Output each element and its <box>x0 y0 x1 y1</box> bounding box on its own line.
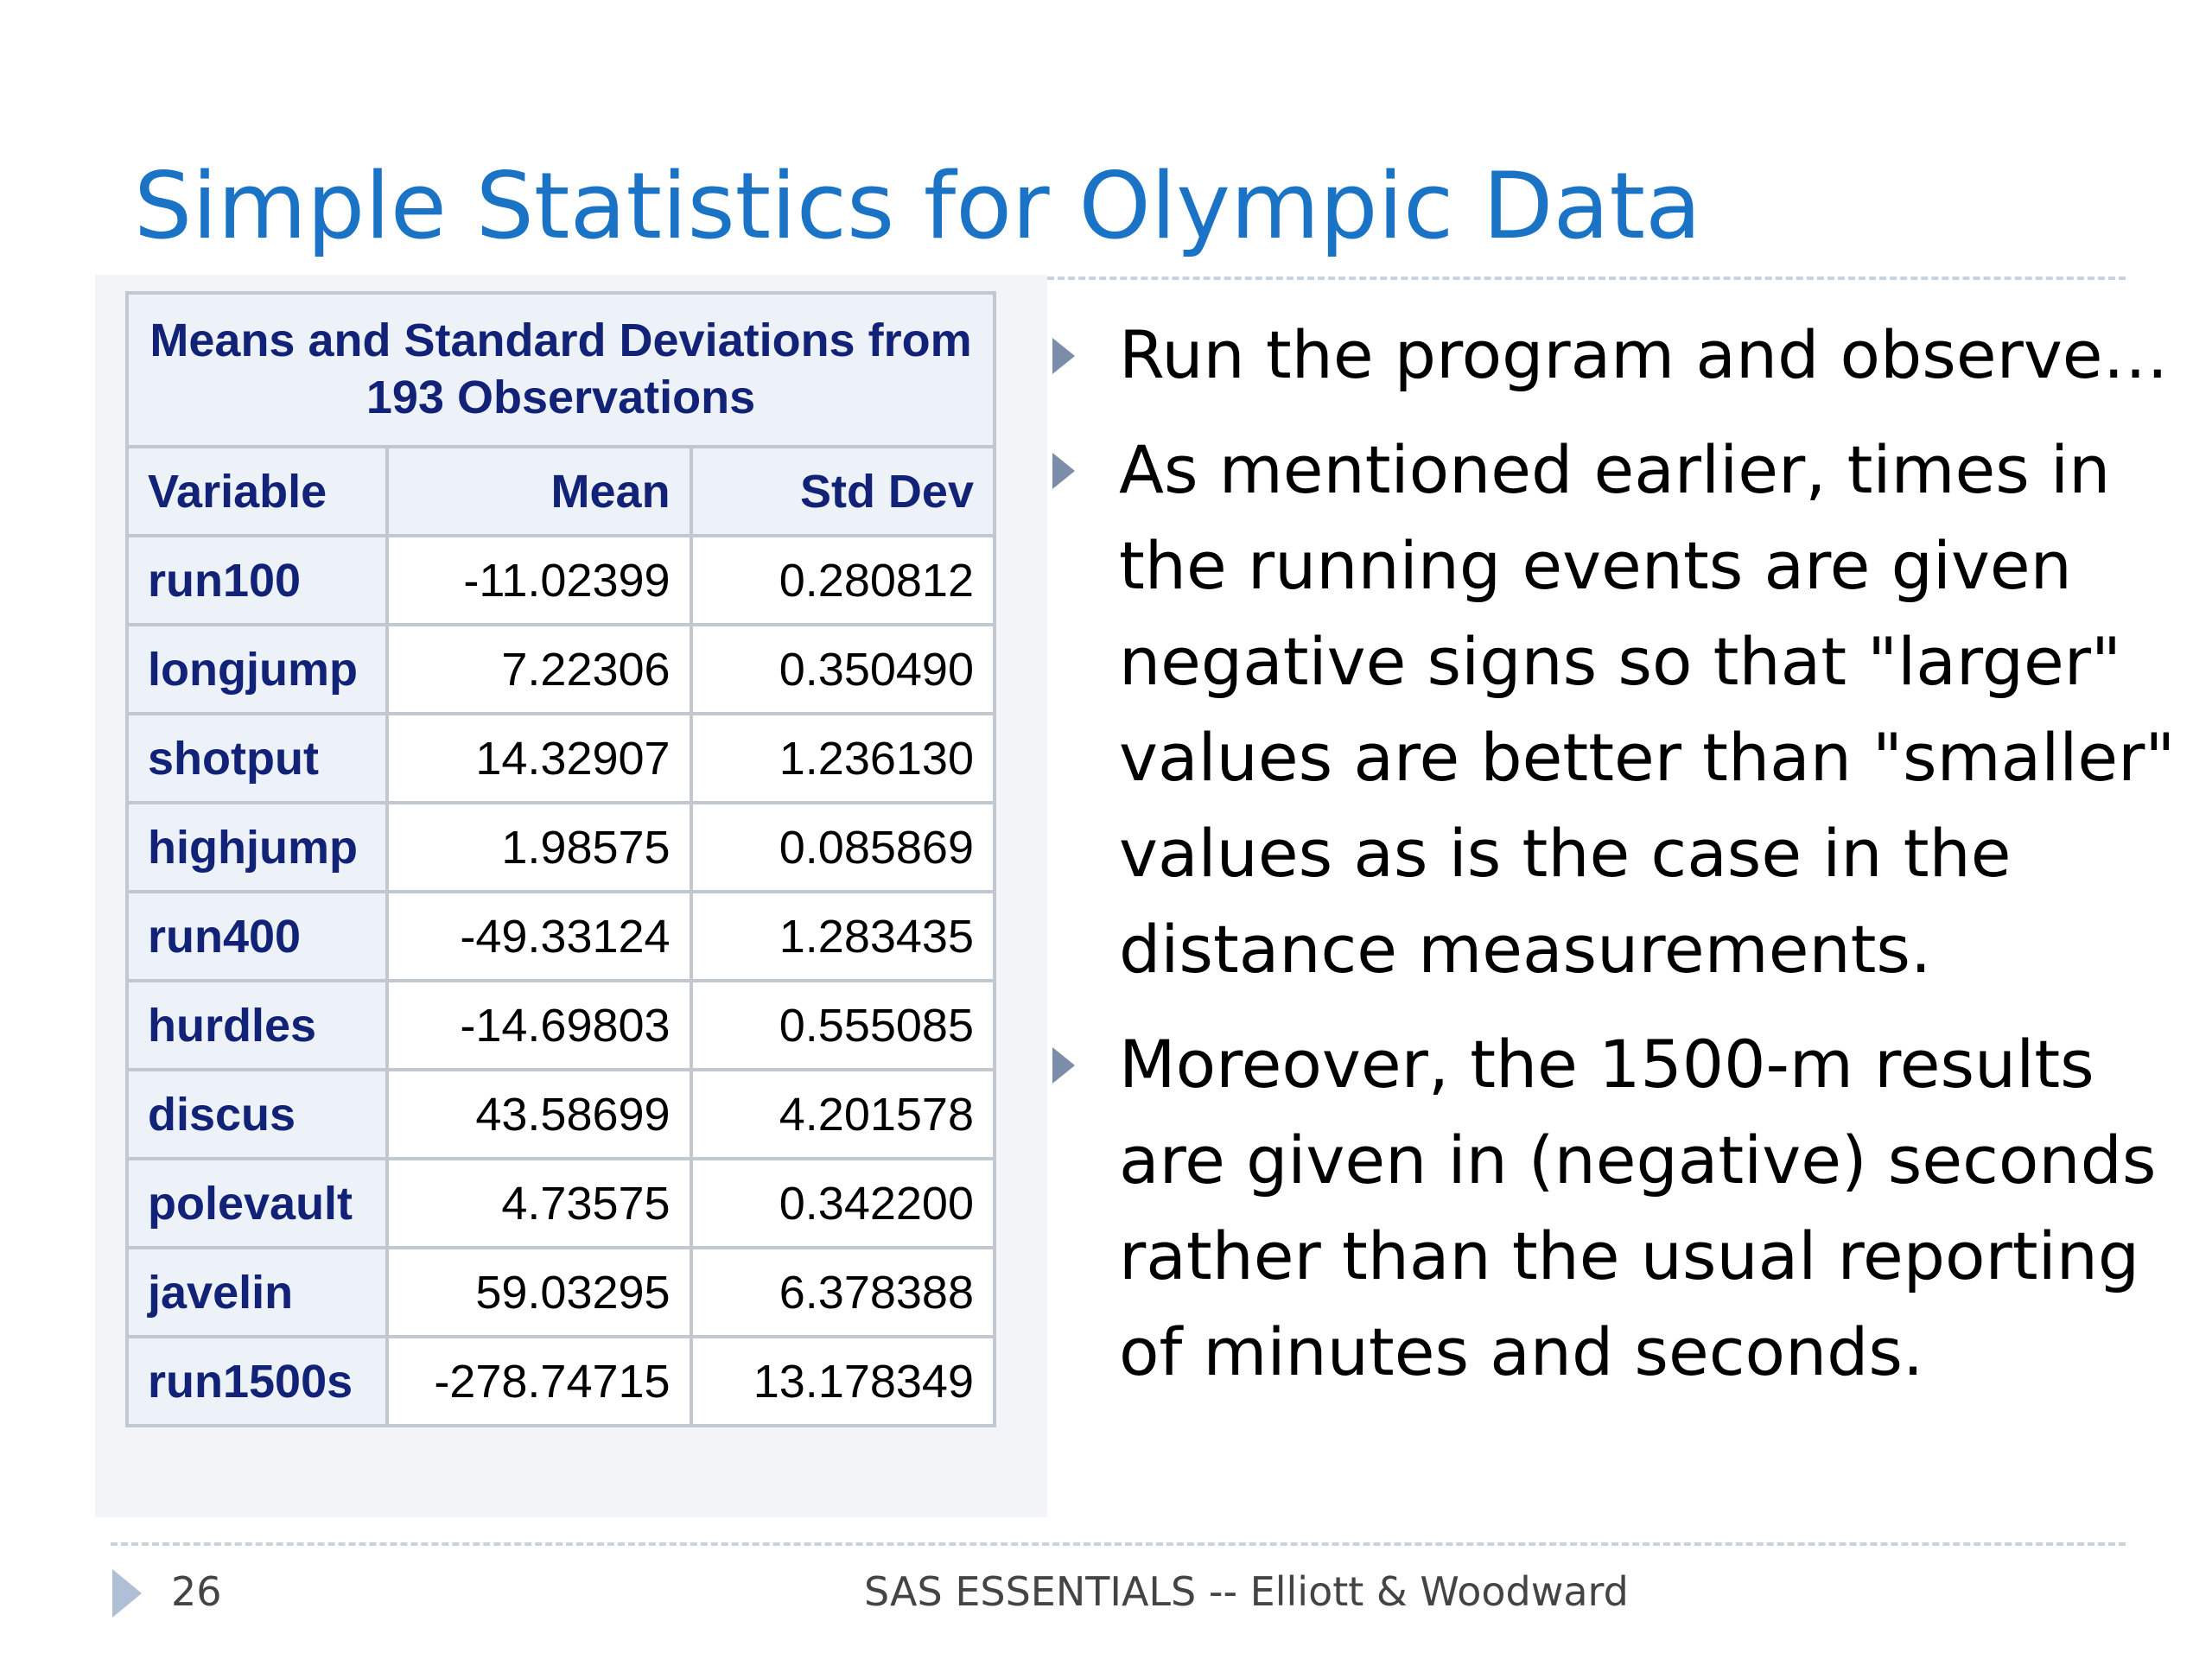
table-row: polevault 4.73575 0.342200 <box>124 1157 997 1249</box>
bullet-text: Moreover, the 1500-m results are given i… <box>1119 1026 2157 1390</box>
cell-mean: -49.33124 <box>385 890 693 982</box>
cell-mean: 1.98575 <box>385 801 693 893</box>
column-header-std-dev: Std Dev <box>689 445 997 537</box>
table-row: run1500s -278.74715 13.178349 <box>124 1335 997 1427</box>
cell-variable: run100 <box>124 534 390 626</box>
cell-std-dev: 0.342200 <box>689 1157 997 1249</box>
cell-mean: -14.69803 <box>385 979 693 1071</box>
cell-std-dev: 4.201578 <box>689 1068 997 1160</box>
table-row: run400 -49.33124 1.283435 <box>124 890 997 982</box>
cell-std-dev: 0.350490 <box>689 623 997 715</box>
cell-std-dev: 0.280812 <box>689 534 997 626</box>
cell-variable: shotput <box>124 712 390 804</box>
column-header-variable: Variable <box>124 445 390 537</box>
cell-variable: discus <box>124 1068 390 1160</box>
bullet-item: Moreover, the 1500-m results are given i… <box>1046 1016 2177 1400</box>
bullet-item: As mentioned earlier, times in the runni… <box>1046 422 2177 997</box>
bullet-arrow-icon <box>1052 453 1075 489</box>
cell-variable: hurdles <box>124 979 390 1071</box>
title-divider <box>1037 276 2126 280</box>
cell-std-dev: 1.283435 <box>689 890 997 982</box>
cell-variable: javelin <box>124 1246 390 1338</box>
bullet-arrow-icon <box>1052 1047 1075 1084</box>
footer-text: SAS ESSENTIALS -- Elliott & Woodward <box>864 1568 1629 1615</box>
footer-arrow-icon <box>112 1569 142 1618</box>
table-caption-line1: Means and Standard Deviations from <box>149 315 972 367</box>
cell-variable: run1500s <box>124 1335 390 1427</box>
table-row: discus 43.58699 4.201578 <box>124 1068 997 1160</box>
table-row: longjump 7.22306 0.350490 <box>124 623 997 715</box>
cell-std-dev: 1.236130 <box>689 712 997 804</box>
cell-std-dev: 0.085869 <box>689 801 997 893</box>
cell-std-dev: 13.178349 <box>689 1335 997 1427</box>
bullet-text: Run the program and observe… <box>1119 316 2169 393</box>
cell-variable: polevault <box>124 1157 390 1249</box>
bullet-item: Run the program and observe… <box>1046 307 2177 403</box>
cell-mean: 14.32907 <box>385 712 693 804</box>
table-row: run100 -11.02399 0.280812 <box>124 534 997 626</box>
bullet-list: Run the program and observe… As mentione… <box>1046 307 2177 1419</box>
cell-std-dev: 6.378388 <box>689 1246 997 1338</box>
bullet-text: As mentioned earlier, times in the runni… <box>1119 431 2176 988</box>
slide-title: Simple Statistics for Olympic Data <box>134 153 1702 259</box>
table-row: shotput 14.32907 1.236130 <box>124 712 997 804</box>
cell-mean: 59.03295 <box>385 1246 693 1338</box>
footer-divider <box>111 1542 2126 1546</box>
table-row: hurdles -14.69803 0.555085 <box>124 979 997 1071</box>
cell-variable: highjump <box>124 801 390 893</box>
cell-variable: run400 <box>124 890 390 982</box>
cell-mean: -278.74715 <box>385 1335 693 1427</box>
statistics-table: Means and Standard Deviations from 193 O… <box>124 291 997 1427</box>
column-header-mean: Mean <box>385 445 693 537</box>
table-caption-line2: 193 Observations <box>365 372 756 423</box>
cell-mean: 7.22306 <box>385 623 693 715</box>
table-caption: Means and Standard Deviations from 193 O… <box>125 291 996 448</box>
cell-variable: longjump <box>124 623 390 715</box>
cell-std-dev: 0.555085 <box>689 979 997 1071</box>
cell-mean: 43.58699 <box>385 1068 693 1160</box>
table-row: javelin 59.03295 6.378388 <box>124 1246 997 1338</box>
table-row: highjump 1.98575 0.085869 <box>124 801 997 893</box>
cell-mean: -11.02399 <box>385 534 693 626</box>
page-number: 26 <box>171 1568 222 1615</box>
cell-mean: 4.73575 <box>385 1157 693 1249</box>
bullet-arrow-icon <box>1052 338 1075 374</box>
